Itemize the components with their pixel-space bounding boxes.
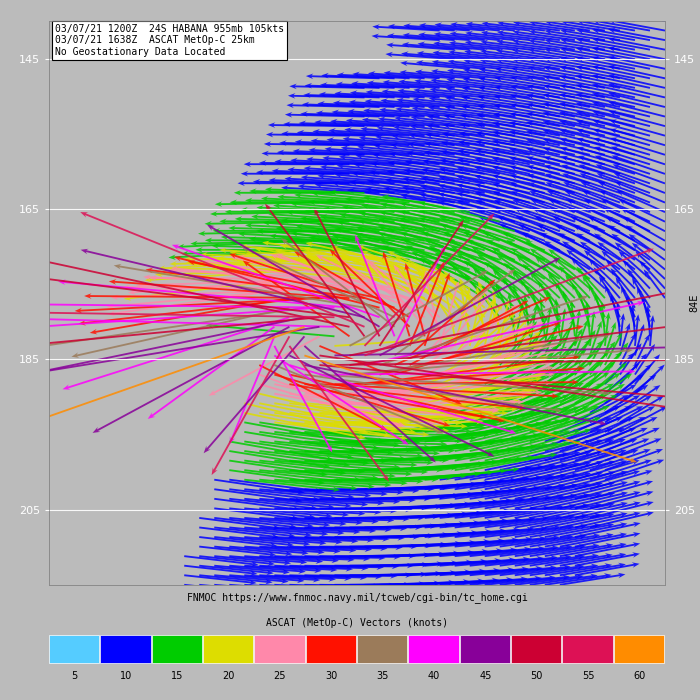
Text: 84E: 84E	[690, 294, 699, 312]
Bar	[408, 636, 458, 663]
Text: 25: 25	[274, 671, 286, 681]
Text: FNMOC https://www.fnmoc.navy.mil/tcweb/cgi-bin/tc_home.cgi: FNMOC https://www.fnmoc.navy.mil/tcweb/c…	[187, 592, 527, 603]
Bar	[614, 636, 664, 663]
Bar	[203, 636, 253, 663]
Bar	[460, 636, 510, 663]
Text: 20: 20	[223, 671, 235, 681]
Bar	[100, 636, 150, 663]
Bar	[254, 636, 304, 663]
Bar	[511, 636, 561, 663]
Text: 15: 15	[171, 671, 183, 681]
Text: 03/07/21 1200Z  24S HABANA 955mb 105kts
03/07/21 1638Z  ASCAT MetOp-C 25km
No Ge: 03/07/21 1200Z 24S HABANA 955mb 105kts 0…	[55, 24, 284, 57]
Text: 60: 60	[634, 671, 645, 681]
Bar	[562, 636, 612, 663]
Text: 45: 45	[479, 671, 491, 681]
Text: 10: 10	[120, 671, 132, 681]
Bar	[152, 636, 202, 663]
Bar	[306, 636, 356, 663]
Bar	[49, 636, 99, 663]
Text: ASCAT (MetOp-C) Vectors (knots): ASCAT (MetOp-C) Vectors (knots)	[266, 618, 448, 628]
Text: 55: 55	[582, 671, 594, 681]
Text: 50: 50	[531, 671, 543, 681]
Text: 35: 35	[377, 671, 389, 681]
Text: 5: 5	[71, 671, 78, 681]
Bar	[357, 636, 407, 663]
Text: 30: 30	[326, 671, 337, 681]
Text: 40: 40	[428, 671, 440, 681]
